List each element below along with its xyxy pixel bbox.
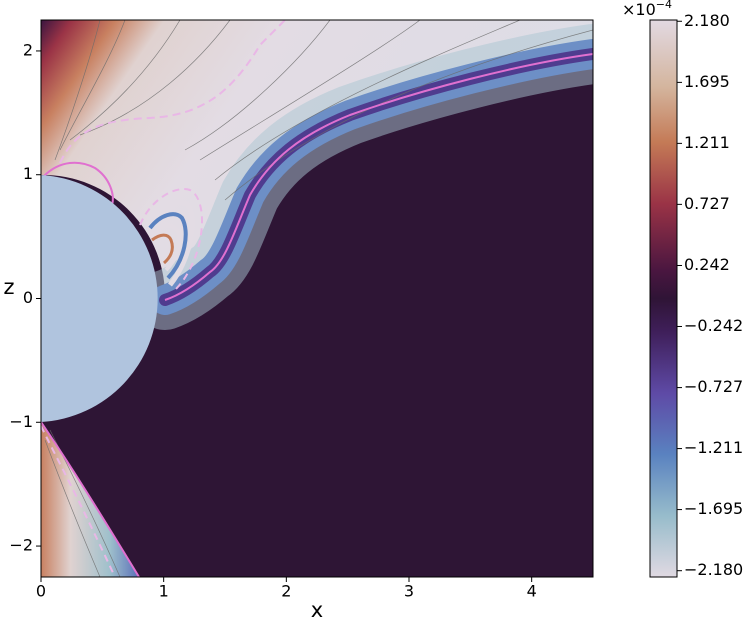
colorbar-tick-label: −2.180 [684,560,743,579]
colorbar-tick-label: 0.242 [684,255,730,274]
x-axis-label: x [311,598,323,622]
multiplier-exponent: −4 [656,0,672,11]
y-tick-label: −2 [9,536,33,555]
x-tick-label: 2 [281,582,291,601]
y-tick-label: 2 [23,40,33,59]
x-tick-label: 0 [36,582,46,601]
x-tick-label: 4 [527,582,537,601]
contour-field [41,20,593,577]
x-tick-label: 1 [159,582,169,601]
y-tick-label: 0 [23,288,33,307]
colorbar-tick-label: 1.211 [684,133,730,152]
colorbar-tick-label: 1.695 [684,72,730,91]
colorbar-tick-label: −1.211 [684,438,743,457]
colorbar-tick-label: −0.242 [684,316,743,335]
y-axis-label: z [3,275,14,299]
inner-loops [139,188,203,291]
colorbar-tick-label: 0.727 [684,194,730,213]
colorbar-tick-label: 2.180 [684,11,730,30]
colorbar-tick-label: −0.727 [684,377,743,396]
colorbar-multiplier: ×10−4 [622,0,672,19]
multiplier-base: ×10 [622,0,656,19]
y-tick-label: 1 [23,164,33,183]
x-tick-label: 3 [404,582,414,601]
y-tick-label: −1 [9,412,33,431]
colorbar [649,19,678,578]
colorbar-tick-label: −1.695 [684,499,743,518]
